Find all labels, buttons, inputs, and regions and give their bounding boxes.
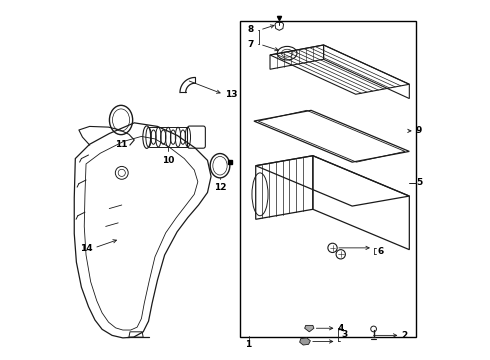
Text: 5: 5 [416, 178, 423, 187]
Polygon shape [300, 338, 310, 345]
Bar [240, 21, 416, 337]
Text: 7: 7 [247, 40, 253, 49]
Text: 4: 4 [338, 324, 344, 333]
Text: 12: 12 [214, 183, 226, 192]
Text: 14: 14 [80, 244, 93, 253]
Text: 11: 11 [115, 140, 127, 149]
Text: 9: 9 [416, 126, 422, 135]
Text: 2: 2 [401, 331, 408, 340]
Text: 13: 13 [224, 90, 237, 99]
Text: 10: 10 [162, 156, 174, 165]
Text: 6: 6 [378, 247, 384, 256]
Text: 3: 3 [342, 330, 348, 339]
Polygon shape [305, 325, 314, 332]
Text: 1: 1 [245, 340, 252, 349]
Text: 8: 8 [247, 26, 253, 35]
